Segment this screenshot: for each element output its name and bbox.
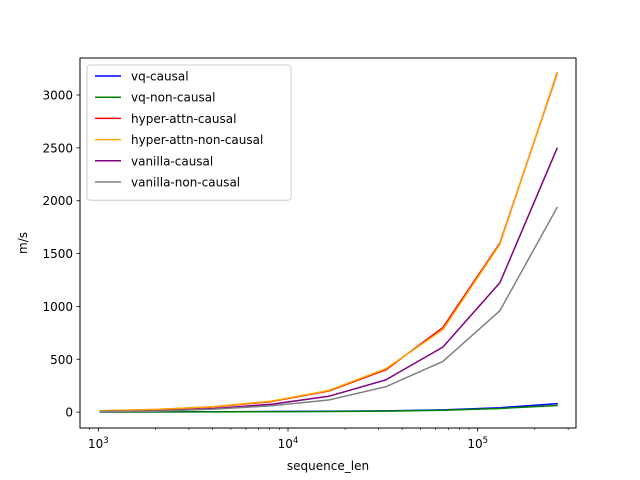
x-tick-label: 103 bbox=[88, 436, 109, 451]
legend-label-vanilla-non-causal: vanilla-non-causal bbox=[131, 176, 240, 190]
x-tick-label: 105 bbox=[467, 436, 488, 451]
y-tick-label: 3000 bbox=[42, 89, 73, 103]
legend-label-vanilla-causal: vanilla-causal bbox=[131, 154, 213, 168]
y-tick-label: 500 bbox=[50, 353, 73, 367]
series-line-vq-non-causal bbox=[99, 404, 558, 413]
legend-frame bbox=[86, 64, 292, 201]
y-tick-label: 1000 bbox=[42, 300, 73, 314]
y-tick-label: 2500 bbox=[42, 141, 73, 155]
legend: vq-causal vq-non-causal hyper-attn-causal h… bbox=[86, 64, 292, 201]
legend-label-vq-non-causal: vq-non-causal bbox=[131, 91, 215, 105]
legend-label-vq-causal: vq-causal bbox=[131, 70, 189, 84]
legend-label-hyper-attn-causal: hyper-attn-causal bbox=[131, 112, 236, 126]
y-tick-label: 2000 bbox=[42, 194, 73, 208]
y-tick-label: 0 bbox=[65, 406, 73, 420]
series-line-vanilla-non-causal bbox=[99, 206, 559, 413]
series-line-hyper-attn-non-causal bbox=[99, 71, 558, 412]
x-tick-label: 104 bbox=[278, 436, 299, 451]
plot-area-frame bbox=[79, 57, 577, 429]
y-axis-label: m/s bbox=[16, 232, 30, 254]
x-axis-label: sequence_len bbox=[287, 459, 369, 473]
legend-label-hyper-attn-non-causal: hyper-attn-non-causal bbox=[131, 133, 263, 147]
y-tick-label: 1500 bbox=[42, 247, 73, 261]
